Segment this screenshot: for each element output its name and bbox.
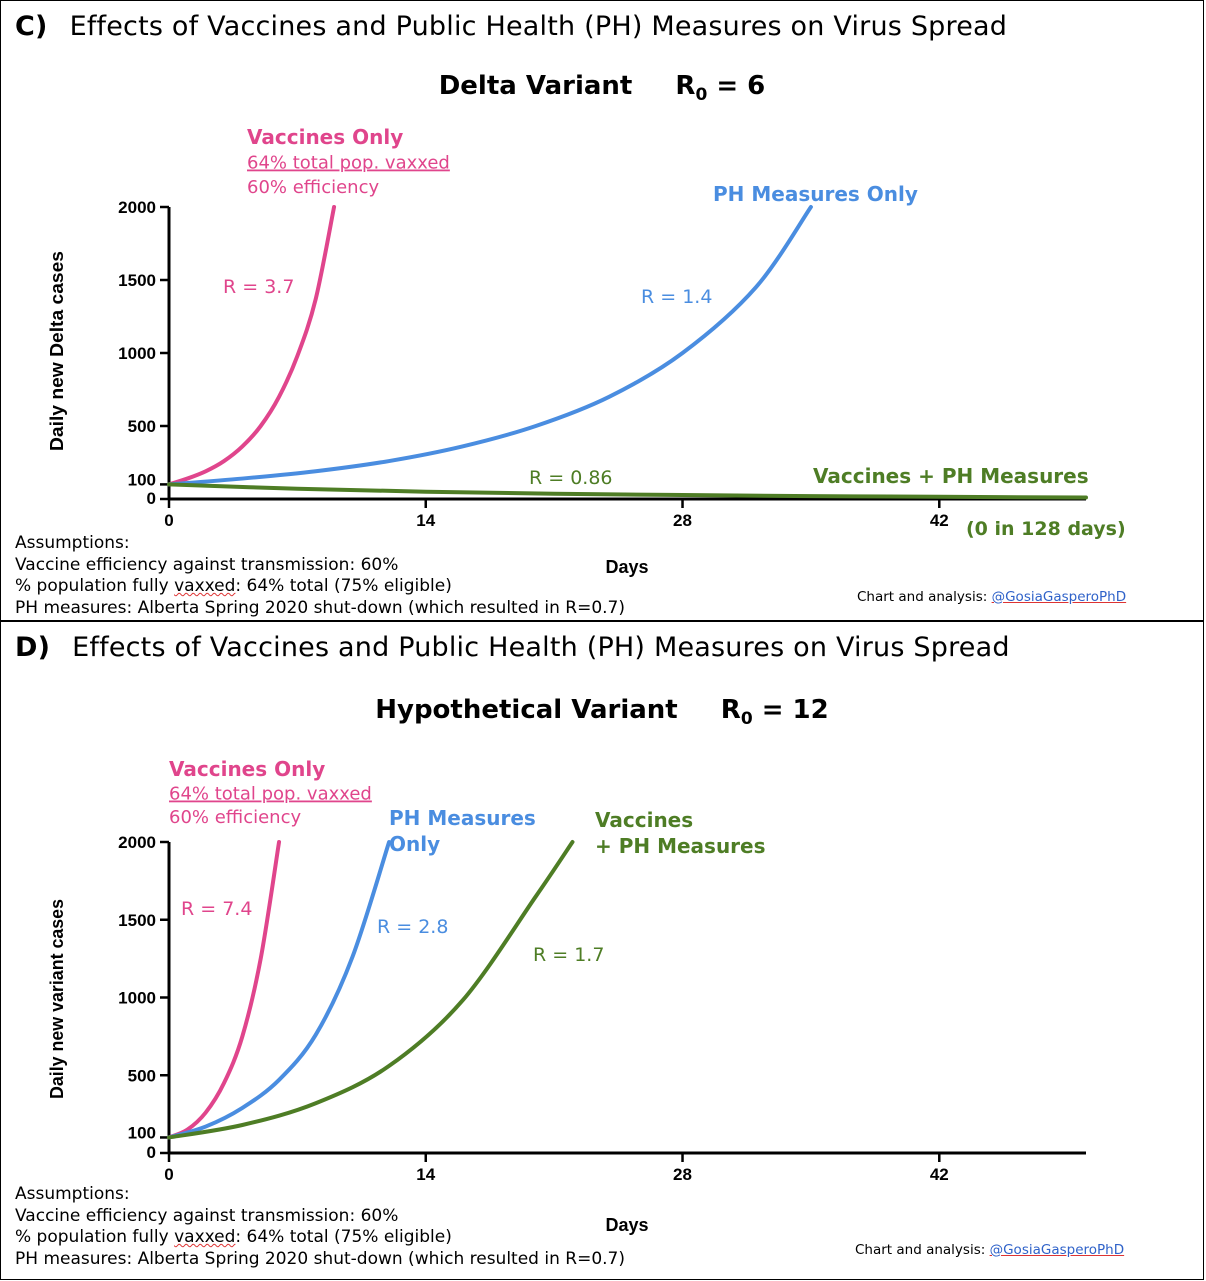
x-tick-label: 28 (673, 1165, 692, 1184)
series-legend-text: Only (389, 832, 440, 856)
y-tick-label: 500 (128, 417, 156, 436)
series-r-label: R = 1.7 (533, 944, 604, 966)
series-line-ph-measures-only (167, 205, 813, 487)
y-tick-label: 1500 (118, 911, 156, 930)
r0-value: = 6 (716, 71, 766, 101)
y-tick-label: 2000 (118, 198, 156, 217)
variant-name: Hypothetical Variant (375, 695, 678, 725)
y-axis-label: Daily new Delta cases (47, 251, 67, 451)
x-tick-label: 14 (416, 1165, 435, 1184)
panel-header: C) Effects of Vaccines and Public Health … (15, 11, 1007, 42)
chart-subtitle: Hypothetical Variant R0 = 12 (1, 695, 1203, 729)
x-tick-label: 0 (164, 1165, 173, 1184)
series-r-label: R = 3.7 (223, 276, 294, 298)
y-tick-label: 0 (147, 1143, 156, 1162)
credit-label: Chart and analysis: (857, 589, 988, 605)
series-legend-text: 64% total pop. vaxxed (247, 153, 450, 174)
series-line-ph-measures-only (167, 840, 392, 1140)
credit-label: Chart and analysis: (855, 1242, 986, 1258)
assumption-population-vaxxed: % population fully vaxxed: 64% total (75… (15, 1227, 452, 1247)
r0-value: = 12 (761, 695, 829, 725)
series-r-label: R = 1.4 (641, 286, 712, 308)
x-tick-label: 28 (673, 511, 692, 530)
x-tick-label: 0 (164, 511, 173, 530)
credit-handle-link[interactable]: @GosiaGasperoPhD (991, 589, 1127, 605)
assumptions: Assumptions: Vaccine efficiency against … (15, 533, 625, 619)
y-axis-label: Daily new variant cases (47, 899, 67, 1099)
series-legend-text: Vaccines Only (169, 757, 325, 781)
r0-subscript: 0 (695, 85, 708, 106)
panel-title: Effects of Vaccines and Public Health (P… (72, 632, 1010, 663)
assumption-ph-measures: PH measures: Alberta Spring 2020 shut-do… (15, 1248, 625, 1269)
assumptions-heading: Assumptions: (15, 533, 130, 553)
assumptions: Assumptions: Vaccine efficiency against … (15, 1184, 625, 1270)
series-legend-text: 64% total pop. vaxxed (169, 784, 372, 805)
x-tick-label: 42 (930, 511, 949, 530)
r0-label: R (720, 695, 741, 725)
series-r-label: R = 2.8 (377, 916, 448, 938)
assumption-ph-measures: PH measures: Alberta Spring 2020 shut-do… (15, 597, 625, 618)
series-line-vaccines-only (167, 205, 337, 487)
chart-subtitle: Delta Variant R0 = 6 (1, 71, 1203, 105)
series-legend-text: Vaccines + PH Measures (813, 464, 1089, 488)
panel-c: C) Effects of Vaccines and Public Health … (0, 0, 1204, 621)
x-tick-label: 42 (930, 1165, 949, 1184)
panel-label: D) (15, 632, 51, 663)
panel-title: Effects of Vaccines and Public Health (P… (69, 11, 1008, 42)
y-tick-label: 0 (147, 489, 156, 508)
assumptions-heading: Assumptions: (15, 1184, 130, 1204)
y-tick-label: 100 (128, 470, 156, 489)
y-tick-label: 2000 (118, 833, 156, 852)
x-axis-label: Days (605, 1215, 648, 1235)
y-tick-label: 1500 (118, 271, 156, 290)
panel-d: D) Effects of Vaccines and Public Health … (0, 621, 1204, 1280)
series-line-vaccines-ph-measures (167, 482, 1088, 500)
variant-name: Delta Variant (438, 71, 633, 101)
series-legend-text: + PH Measures (595, 834, 766, 858)
series-line-vaccines-only (167, 840, 282, 1140)
assumption-population-vaxxed: % population fully vaxxed: 64% total (75… (15, 576, 452, 596)
series-r-label: R = 0.86 (529, 467, 613, 489)
x-axis-label: Days (605, 557, 648, 577)
series-legend-text: Vaccines Only (247, 125, 403, 149)
panel-label: C) (15, 11, 48, 42)
series-legend-text: Vaccines (595, 808, 693, 832)
series-legend-text: 60% efficiency (247, 177, 379, 198)
series-legend-text: PH Measures Only (713, 182, 918, 206)
y-tick-label: 500 (128, 1066, 156, 1085)
y-tick-label: 1000 (118, 344, 156, 363)
credit-handle-link[interactable]: @GosiaGasperoPhD (989, 1242, 1125, 1258)
series-line-vaccines-ph-measures (167, 840, 575, 1140)
series-legend-text: PH Measures (389, 806, 536, 830)
assumption-vaccine-efficiency: Vaccine efficiency against transmission:… (15, 554, 399, 575)
assumption-vaccine-efficiency: Vaccine efficiency against transmission:… (15, 1205, 399, 1226)
credit: Chart and analysis: @GosiaGasperoPhD (855, 1242, 1124, 1258)
credit: Chart and analysis: @GosiaGasperoPhD (857, 589, 1126, 605)
y-tick-label: 100 (128, 1123, 156, 1142)
series-legend-text: 60% efficiency (169, 807, 301, 828)
x-tick-label: 14 (416, 511, 435, 530)
r0-label: R (675, 71, 696, 101)
panel-header: D) Effects of Vaccines and Public Health … (15, 632, 1010, 663)
series-r-label: R = 7.4 (181, 898, 252, 920)
series-note: (0 in 128 days) (966, 518, 1126, 540)
y-tick-label: 1000 (118, 989, 156, 1008)
r0-subscript: 0 (740, 709, 753, 730)
